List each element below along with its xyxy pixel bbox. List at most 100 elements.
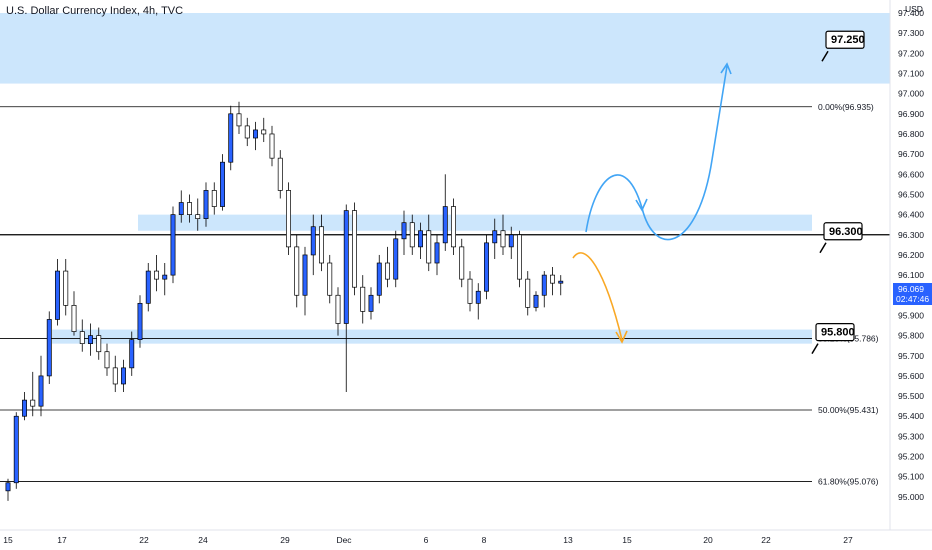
price-tick: 96.800 <box>898 129 924 139</box>
candle-4 <box>38 355 44 417</box>
candle-62 <box>517 230 522 288</box>
candlestick-series <box>5 101 564 501</box>
candle-22 <box>187 194 192 223</box>
candle-19 <box>162 263 168 296</box>
price-tick: 96.300 <box>898 230 924 240</box>
time-tick: 13 <box>563 535 573 545</box>
time-axis: 15 17 22 24 29 Dec 6 8 13 15 20 22 27 <box>0 529 932 545</box>
candle-40 <box>335 287 341 336</box>
candle-15 <box>129 331 135 376</box>
candle-body <box>63 270 69 306</box>
candle-16 <box>137 295 143 348</box>
candle-body <box>71 304 77 332</box>
candle-59 <box>492 218 498 259</box>
candle-body <box>55 270 60 320</box>
candle-body <box>129 339 135 369</box>
callout-95-800: 95.800 <box>811 322 855 354</box>
candle-body <box>170 214 176 276</box>
candle-13 <box>112 355 118 393</box>
candle-body <box>418 230 423 248</box>
price-tick: 95.400 <box>898 411 924 421</box>
candle-3 <box>30 371 36 417</box>
price-tick: 95.700 <box>898 351 924 361</box>
callout-box <box>823 222 863 241</box>
candle-2 <box>22 392 27 421</box>
candle-8 <box>71 291 77 336</box>
price-tick: 95.500 <box>898 391 924 401</box>
candle-56 <box>467 271 473 312</box>
candle-30 <box>253 121 258 151</box>
candle-5 <box>46 311 52 384</box>
candle-66 <box>550 267 555 296</box>
time-tick: 17 <box>57 535 67 545</box>
price-tick: 97.300 <box>898 28 924 38</box>
candle-47 <box>393 230 399 288</box>
chart-title: U.S. Dollar Currency Index, 4h, TVC <box>6 5 184 17</box>
candle-37 <box>310 214 316 276</box>
candle-60 <box>500 214 506 255</box>
time-tick: 8 <box>482 535 487 545</box>
price-tick: 96.900 <box>898 109 924 119</box>
candle-6 <box>55 258 60 326</box>
currency-label: USD <box>905 4 923 14</box>
price-tick: 95.100 <box>898 472 924 482</box>
candle-27 <box>228 105 234 171</box>
candle-58 <box>484 234 489 300</box>
candle-body <box>13 415 19 484</box>
candle-body <box>277 157 283 191</box>
fib-label-2: 50.00%(95.431) <box>818 405 879 415</box>
candle-body <box>195 214 201 220</box>
price-axis: 97.400 97.300 97.200 97.100 97.000 96.900 96.8… <box>889 0 924 530</box>
candle-body <box>244 125 250 139</box>
time-tick: 15 <box>622 535 632 545</box>
candle-39 <box>327 254 333 304</box>
fibonacci-levels: 0.00%(96.935)38.20%(95.786)50.00%(95.431… <box>0 102 890 487</box>
candle-body <box>46 319 52 377</box>
bullish-arrow-head-2 <box>720 62 732 75</box>
price-tick: 95.900 <box>898 310 924 320</box>
candle-body <box>286 190 291 248</box>
zone-1 <box>138 214 812 231</box>
time-tick: Dec <box>336 535 352 545</box>
callout-pointer <box>819 242 827 254</box>
candle-51 <box>426 214 432 272</box>
candle-54 <box>451 198 456 255</box>
candle-28 <box>236 101 242 134</box>
candle-body <box>236 113 242 127</box>
candle-45 <box>376 254 382 304</box>
candle-body <box>442 206 448 244</box>
candle-0 <box>5 478 11 501</box>
price-tick: 96.500 <box>898 189 924 199</box>
candle-body <box>426 230 432 264</box>
candle-body <box>96 335 102 353</box>
candle-53 <box>442 174 448 251</box>
candle-body <box>137 302 143 340</box>
price-tick: 95.000 <box>898 492 924 502</box>
candle-12 <box>104 343 110 376</box>
candle-body <box>459 246 465 280</box>
candle-body <box>319 226 324 264</box>
candle-body <box>79 331 85 345</box>
time-tick: 20 <box>703 535 713 545</box>
candle-body <box>220 161 225 207</box>
candle-body <box>178 202 184 215</box>
candle-body <box>228 113 234 163</box>
candle-body <box>162 274 168 280</box>
zone-0 <box>0 13 890 84</box>
candle-63 <box>525 271 531 316</box>
candle-body <box>154 270 159 280</box>
bearish-arrow-head <box>615 330 628 344</box>
price-tick: 95.300 <box>898 431 924 441</box>
callout-label: 95.800 <box>821 327 855 339</box>
candle-46 <box>385 246 390 288</box>
candle-64 <box>533 291 539 312</box>
price-tick: 95.800 <box>898 331 924 341</box>
callout-box <box>825 30 865 49</box>
bullish-arrow-head-1 <box>635 198 648 212</box>
fib-label-3: 61.80%(95.076) <box>818 477 879 487</box>
price-tick: 96.400 <box>898 210 924 220</box>
candle-body <box>38 375 44 407</box>
candle-20 <box>170 206 176 284</box>
price-tick: 95.200 <box>898 452 924 462</box>
